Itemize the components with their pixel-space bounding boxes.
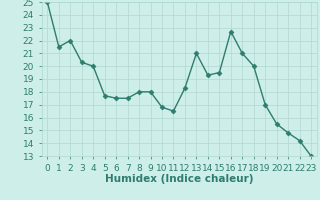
X-axis label: Humidex (Indice chaleur): Humidex (Indice chaleur) [105, 174, 253, 184]
